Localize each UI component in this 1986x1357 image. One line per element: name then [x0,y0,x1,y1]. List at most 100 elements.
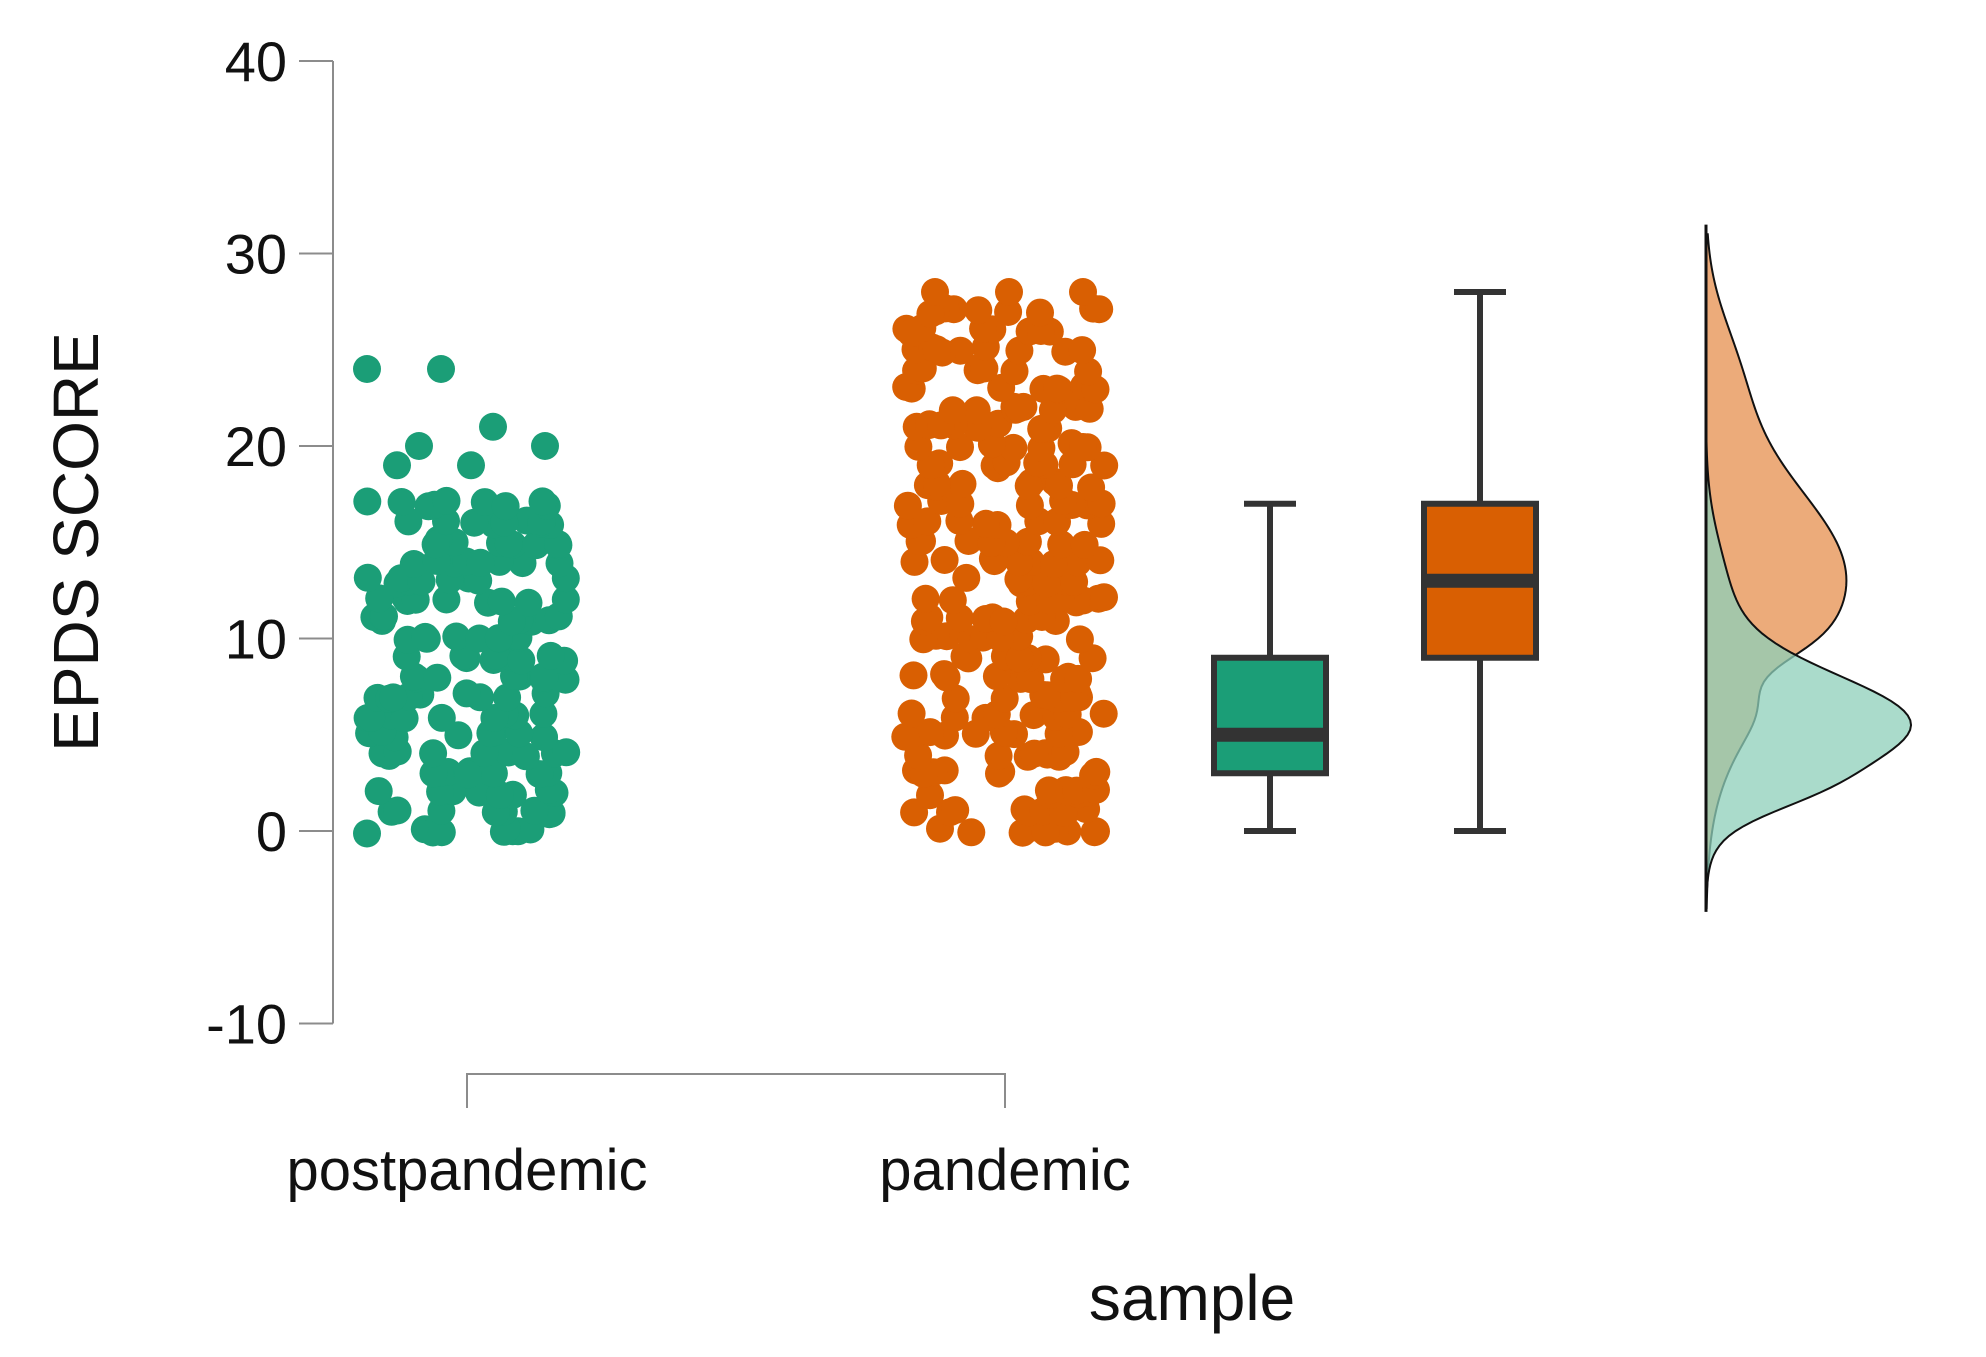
density-clouds [1704,224,1913,912]
y-axis: -10 0 10 20 30 40 [206,30,334,1056]
point-postpandemic [353,563,382,592]
point-postpandemic [485,781,514,809]
point-postpandemic [427,355,455,383]
point-postpandemic [529,699,558,728]
point-pandemic [1020,739,1049,768]
point-pandemic [1068,336,1097,365]
point-postpandemic [423,663,452,692]
point-postpandemic [383,451,411,480]
point-pandemic [921,278,949,306]
point-postpandemic [444,721,473,750]
point-pandemic [1090,583,1118,612]
point-pandemic [938,586,967,615]
box-postpandemic [1211,654,1329,777]
point-pandemic [962,396,991,425]
point-postpandemic [528,487,557,516]
point-pandemic [1082,817,1110,846]
point-pandemic [1014,471,1043,500]
point-postpandemic [522,531,550,560]
point-pandemic [1034,776,1063,805]
point-pandemic [904,432,933,461]
point-pandemic [971,509,1000,538]
x-axis-title: sample [1089,1262,1295,1334]
point-postpandemic [432,486,461,515]
point-postpandemic [551,585,580,614]
point-pandemic [1082,757,1111,786]
point-pandemic [922,335,951,364]
point-pandemic [1026,298,1054,327]
point-pandemic [1047,530,1076,559]
point-postpandemic [493,683,522,712]
point-pandemic [1070,530,1099,559]
point-pandemic [952,563,981,592]
point-postpandemic [387,488,416,516]
point-pandemic [897,699,926,728]
point-pandemic [984,741,1013,770]
point-postpandemic [470,488,499,517]
point-pandemic [932,663,961,692]
point-pandemic [1005,644,1034,673]
point-pandemic [913,507,942,536]
point-postpandemic [530,663,559,692]
point-pandemic [916,781,944,810]
point-pandemic [899,661,928,690]
x-axis: postpandemic pandemic [286,1073,1131,1203]
point-pandemic [970,354,999,383]
point-postpandemic [480,704,509,732]
y-tick-label: 10 [225,608,287,671]
point-postpandemic [487,587,516,616]
point-postpandemic [405,432,433,460]
jitter-points [353,278,1119,848]
point-pandemic [938,396,967,425]
point-postpandemic [419,739,448,768]
point-pandemic [1090,451,1119,480]
point-postpandemic [390,704,419,733]
y-tick-label: 40 [225,30,287,93]
point-postpandemic [494,529,523,558]
x-axis-line [466,1073,1006,1108]
point-postpandemic [454,760,482,789]
point-postpandemic [411,622,440,651]
point-pandemic [1004,394,1033,423]
point-postpandemic [379,683,408,712]
point-pandemic [1069,278,1097,306]
point-pandemic [1065,625,1094,654]
point-pandemic [891,722,920,751]
point-pandemic [941,684,970,713]
y-axis-title: EPDS SCORE [40,332,112,752]
point-pandemic [916,299,945,328]
point-postpandemic [421,530,450,559]
point-pandemic [1069,433,1097,461]
point-pandemic [999,433,1028,462]
point-postpandemic [383,796,412,825]
point-postpandemic [353,355,381,383]
point-postpandemic [514,588,543,617]
y-tick-label: 30 [225,223,287,286]
point-postpandemic [364,777,393,806]
point-postpandemic [427,818,456,847]
point-postpandemic [536,641,565,670]
x-tick-label-pandemic: pandemic [879,1138,1130,1203]
point-pandemic [989,607,1018,636]
boxplots [1211,289,1539,834]
point-postpandemic [465,624,494,653]
point-postpandemic [520,796,549,825]
y-tick-label: 20 [225,415,287,478]
point-postpandemic [442,622,471,651]
point-postpandemic [530,723,558,752]
point-pandemic [990,684,1019,713]
point-pandemic [916,718,945,747]
point-pandemic [1031,818,1060,847]
point-pandemic [911,584,940,613]
point-postpandemic [399,550,428,578]
point-postpandemic [479,412,507,441]
point-postpandemic [552,738,581,767]
point-pandemic [893,491,922,520]
point-pandemic [1074,357,1103,386]
point-postpandemic [457,451,485,480]
y-tick-label: -10 [206,993,287,1056]
point-pandemic [941,796,970,825]
point-postpandemic [427,703,456,732]
x-tick-label-postpandemic: postpandemic [286,1138,647,1203]
point-pandemic [1043,374,1071,403]
